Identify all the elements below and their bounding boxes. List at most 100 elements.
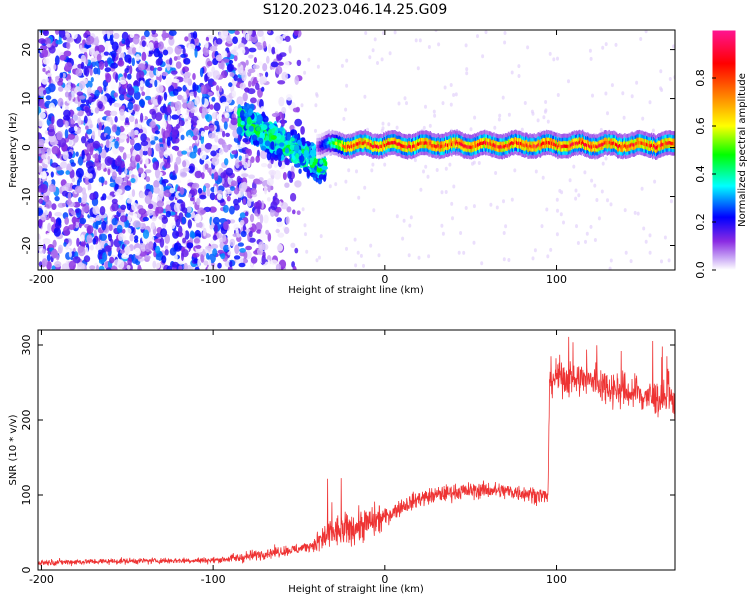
heatmap-cell (546, 133, 549, 138)
heatmap-cell (233, 198, 239, 206)
heatmap-cell (538, 136, 541, 140)
heatmap-cell (139, 191, 146, 199)
heatmap-cell (344, 141, 346, 146)
heatmap-cell (284, 182, 290, 188)
heatmap-cell (324, 152, 326, 157)
heatmap-cell (255, 222, 263, 231)
heatmap-cell (182, 102, 189, 109)
heatmap-cell (388, 134, 390, 138)
heatmap-cell (363, 151, 365, 155)
heatmap-cell (370, 139, 373, 144)
heatmap-cell (221, 234, 227, 242)
heatmap-cell (524, 147, 526, 152)
heatmap-cell (541, 148, 544, 153)
heatmap-cell (340, 136, 343, 141)
heatmap-cell (305, 249, 309, 254)
heatmap-cell (86, 128, 93, 135)
heatmap-cell (61, 104, 65, 112)
heatmap-cell (234, 244, 240, 255)
heatmap-cell (110, 38, 114, 46)
heatmap-cell (372, 144, 375, 149)
heatmap-cell (523, 132, 525, 137)
heatmap-cell (644, 30, 648, 34)
heatmap-cell (320, 137, 322, 142)
heatmap-cell (192, 84, 199, 91)
heatmap-cell (183, 92, 187, 100)
heatmap-cell (161, 179, 169, 184)
heatmap-cell (340, 143, 343, 148)
heatmap-cell (127, 73, 132, 80)
heatmap-cell (366, 144, 368, 149)
heatmap-cell (401, 147, 404, 152)
heatmap-cell (447, 139, 449, 144)
heatmap-cell (392, 144, 394, 149)
heatmap-cell (561, 134, 563, 139)
heatmap-cell (503, 144, 505, 149)
heatmap-cell (510, 130, 513, 135)
heatmap-cell (510, 137, 513, 142)
heatmap-cell (407, 137, 410, 142)
heatmap-cell (266, 151, 272, 161)
heatmap-cell (338, 145, 341, 150)
heatmap-cell (246, 191, 251, 199)
heatmap-cell (407, 144, 410, 148)
heatmap-cell (503, 137, 505, 142)
heatmap-cell (406, 135, 409, 139)
heatmap-cell (452, 143, 454, 148)
heatmap-cell (531, 144, 533, 149)
heatmap-cell (463, 154, 465, 159)
heatmap-cell (477, 135, 480, 140)
heatmap-cell (452, 184, 456, 189)
heatmap-cell (492, 132, 494, 137)
heatmap-cell (288, 45, 292, 54)
heatmap-cell (181, 207, 188, 214)
heatmap-cell (383, 142, 385, 147)
heatmap-cell (241, 155, 246, 166)
heatmap-cell (127, 87, 135, 96)
heatmap-cell (523, 143, 525, 147)
heatmap-cell (266, 178, 274, 186)
heatmap-cell (537, 149, 539, 154)
heatmap-cell (328, 146, 330, 151)
heatmap-cell (480, 147, 482, 152)
heatmap-cell (337, 132, 340, 137)
heatmap-cell (549, 147, 551, 152)
heatmap-cell (375, 137, 378, 142)
heatmap-cell (527, 144, 529, 149)
heatmap-cell (209, 104, 214, 110)
heatmap-cell (423, 137, 425, 142)
heatmap-cell (45, 86, 52, 95)
heatmap-cell (131, 189, 136, 198)
heatmap-cell (472, 141, 475, 146)
heatmap-cell (319, 144, 321, 148)
heatmap-cell (325, 131, 327, 135)
heatmap-cell (485, 130, 487, 135)
heatmap-cell (214, 135, 219, 143)
heatmap-cell (552, 148, 554, 153)
heatmap-cell (530, 134, 532, 139)
heatmap-cell (448, 135, 450, 140)
heatmap-cell (419, 130, 421, 135)
heatmap-cell (277, 80, 286, 85)
heatmap-cell (339, 146, 342, 151)
heatmap-cell (354, 150, 356, 154)
heatmap-cell (441, 151, 444, 155)
heatmap-cell (188, 165, 195, 174)
heatmap-cell (633, 210, 637, 215)
heatmap-cell (511, 147, 514, 152)
heatmap-cell (437, 146, 440, 151)
heatmap-cell (279, 52, 287, 57)
heatmap-cell (149, 65, 155, 71)
heatmap-cell (359, 150, 361, 155)
heatmap-cell (436, 140, 439, 145)
heatmap-cell (89, 192, 96, 201)
heatmap-cell (397, 101, 401, 106)
heatmap-cell (562, 144, 564, 149)
heatmap-cell (473, 115, 477, 120)
heatmap-cell (140, 112, 144, 123)
heatmap-cell (374, 133, 377, 138)
heatmap-cell (214, 120, 219, 126)
heatmap-cell (418, 38, 422, 43)
heatmap-cell (520, 141, 522, 146)
heatmap-cell (98, 176, 105, 184)
